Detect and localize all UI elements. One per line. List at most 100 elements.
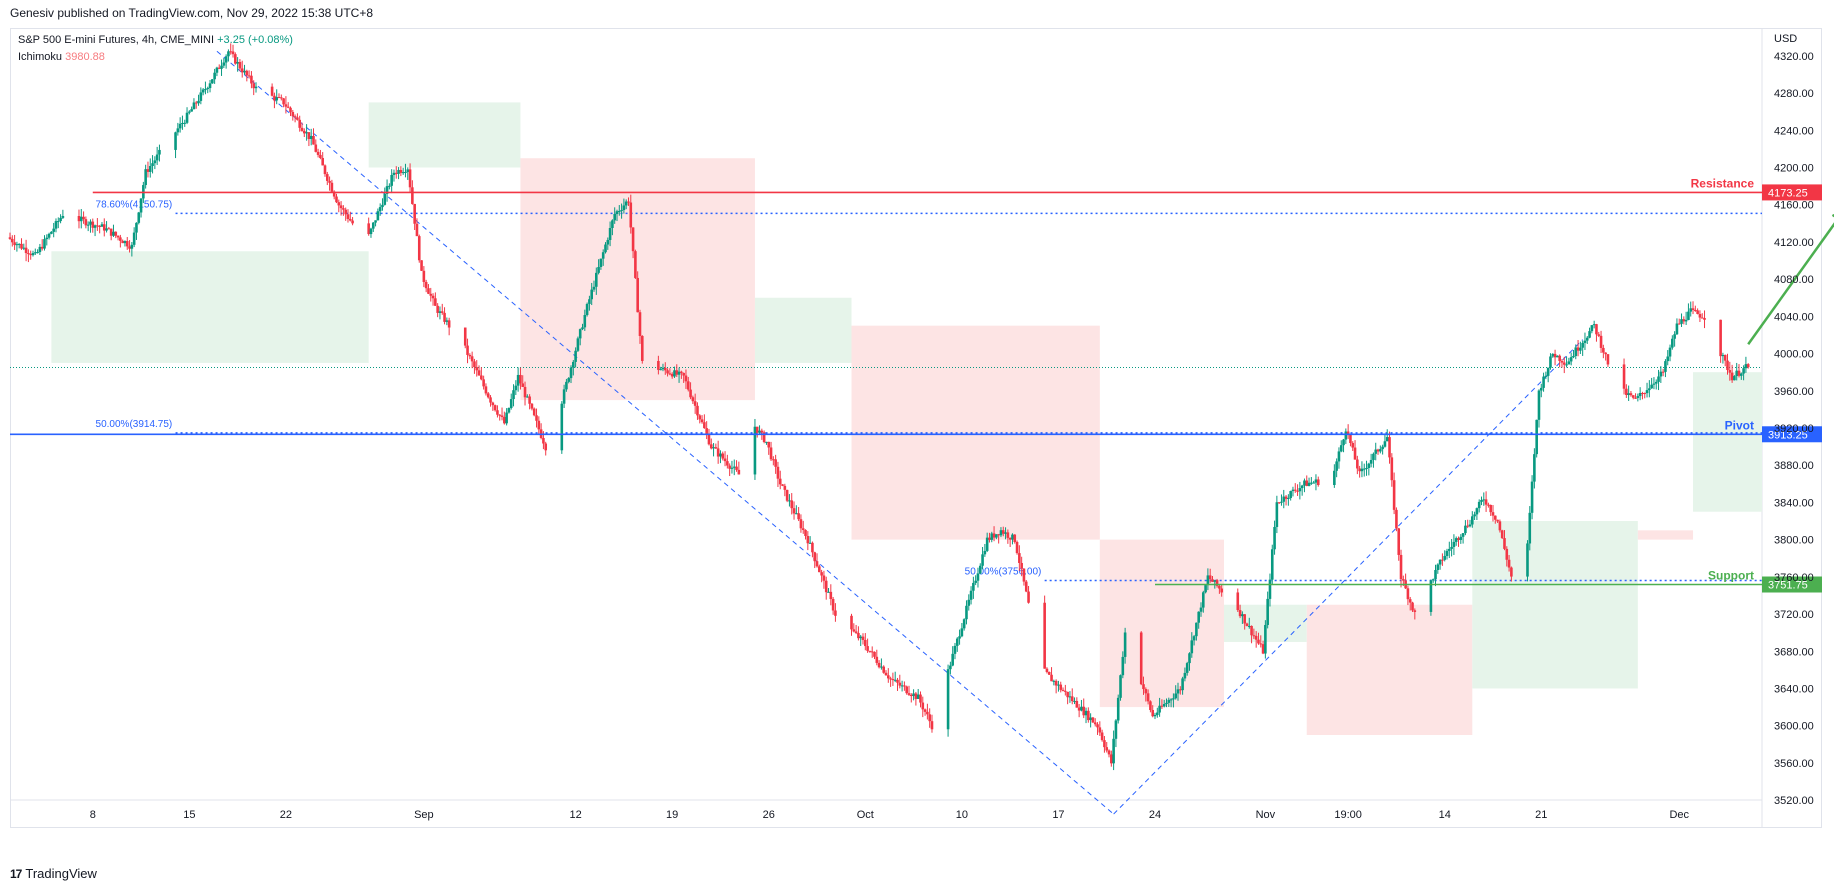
candle-body [1158, 705, 1161, 713]
candle-body [146, 169, 150, 172]
candle-body [1282, 496, 1286, 502]
candle-body [50, 231, 53, 234]
candle-body [923, 709, 927, 712]
candle-body [581, 327, 584, 330]
candle-body [24, 247, 28, 254]
candle-body [1362, 468, 1366, 470]
candle-body [486, 393, 490, 398]
candle-body [114, 231, 118, 236]
candle-body [1487, 504, 1490, 506]
candle-body [1075, 700, 1079, 708]
candle-body [1546, 367, 1550, 376]
candle-body [47, 233, 51, 238]
candle-body [909, 694, 913, 697]
candle-body [300, 127, 304, 131]
candle-body [613, 214, 616, 221]
y-tick-label: 3520.00 [1774, 795, 1814, 807]
candle-body [1243, 614, 1246, 624]
candle-body [1489, 504, 1492, 513]
candle-body [1162, 704, 1166, 707]
candle-body [1287, 498, 1290, 500]
candle-body [277, 97, 281, 99]
candle-body [578, 329, 582, 339]
candle-body [523, 386, 527, 398]
candle-body [949, 665, 952, 670]
candle-body [726, 461, 729, 466]
candle-body [663, 367, 667, 371]
candle-body [1333, 470, 1336, 485]
candle-body [369, 228, 373, 235]
candle-body [962, 619, 966, 629]
candle-body [516, 374, 520, 386]
candle-body [1195, 622, 1198, 637]
candle-body [1121, 656, 1125, 676]
candle-body [1146, 693, 1150, 702]
candle-body [930, 721, 934, 730]
candle-body [732, 466, 736, 468]
candle-body [1542, 376, 1545, 388]
candle-body [1054, 680, 1058, 686]
candle-body [509, 399, 513, 408]
candle-body [804, 529, 807, 536]
candle-body [1236, 592, 1240, 611]
candle-body [1622, 364, 1626, 389]
candle-body [293, 116, 297, 118]
candle-body [969, 590, 973, 600]
symbol-legend[interactable]: S&P 500 E-mini Futures, 4h, CME_MINI +3.… [18, 34, 293, 46]
candle-body [597, 266, 600, 273]
candle-body [378, 207, 382, 212]
candle-body [213, 72, 216, 80]
candle-body [1574, 347, 1578, 357]
candle-body [560, 403, 564, 451]
candle-body [374, 220, 377, 223]
candle-body [252, 83, 256, 89]
candle-body [119, 237, 122, 241]
candle-body [997, 534, 1000, 536]
candle-body [1645, 390, 1649, 394]
candle-body [1365, 468, 1368, 470]
indicator-legend[interactable]: Ichimoku 3980.88 [18, 51, 105, 63]
candle-body [562, 389, 566, 404]
candle-body [760, 430, 764, 433]
candle-body [1376, 449, 1380, 452]
candle-body [617, 210, 621, 212]
candle-body [1388, 437, 1391, 458]
candle-body [54, 221, 58, 229]
candle-body [884, 672, 888, 676]
candle-body [1374, 449, 1378, 454]
candle-body [1015, 541, 1019, 554]
candle-body [1372, 453, 1375, 460]
candle-body [96, 225, 99, 227]
candle-body [1703, 318, 1706, 320]
candle-body [1473, 514, 1476, 517]
x-tick-label: 12 [569, 809, 581, 821]
fib-level-label-2: 50.00%(3914.75) [96, 419, 173, 430]
candle-body [572, 361, 575, 368]
candle-body [1087, 710, 1090, 721]
candle-body [1305, 480, 1309, 486]
candle-body [921, 702, 925, 710]
fib-trendline-2 [1113, 339, 1584, 815]
candle-body [1091, 717, 1095, 723]
candle-body [1431, 579, 1435, 581]
candle-body [1073, 700, 1076, 702]
candle-body [1298, 488, 1302, 492]
candle-body [893, 679, 897, 681]
candle-body [1022, 568, 1026, 582]
candle-body [790, 500, 794, 509]
candle-body [1461, 533, 1465, 537]
candle-body [1114, 720, 1118, 739]
candle-body [951, 653, 954, 666]
candle-body [431, 295, 435, 299]
candle-body [1211, 579, 1214, 582]
candle-body [1457, 538, 1460, 540]
candle-body [132, 232, 136, 245]
y-tick-label: 4000.00 [1774, 349, 1814, 361]
candle-body [512, 390, 515, 400]
tradingview-footer[interactable]: 17 TradingView [10, 866, 97, 881]
candle-body [1167, 699, 1171, 703]
candle-body [590, 289, 594, 300]
candle-body [337, 202, 341, 206]
candle-body [1337, 451, 1341, 462]
